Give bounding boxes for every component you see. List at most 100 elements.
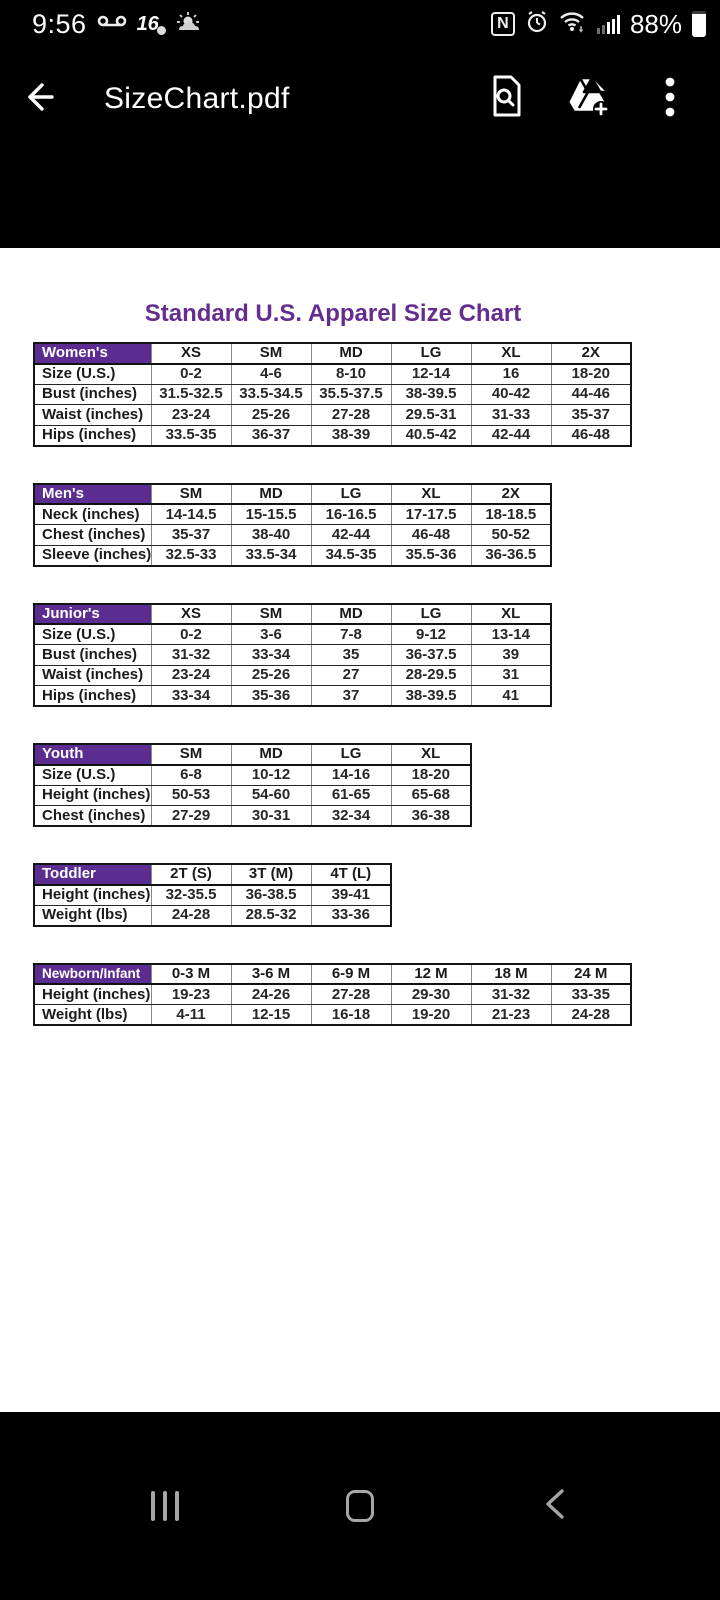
weather-icon: [175, 11, 201, 38]
table-row: Size (U.S.) 6-8 10-12 14-16 18-20: [33, 764, 472, 786]
table-cell: 50-52: [470, 524, 552, 546]
nav-back-icon: [542, 1487, 568, 1526]
table-cell: 24-28: [150, 904, 232, 926]
find-in-document-button[interactable]: [478, 71, 534, 127]
table-category-header: Junior's: [33, 603, 152, 625]
table-cell: 35-37: [150, 524, 232, 546]
table-row: Hips (inches) 33-34 35-36 37 38-39.5 41: [33, 685, 552, 707]
table-cell: 12-15: [230, 1004, 312, 1026]
table-cell: 35-36: [230, 685, 312, 707]
table-row-label: Size (U.S.): [33, 363, 152, 385]
table-row-label: Waist (inches): [33, 404, 152, 426]
table-cell: 4-11: [150, 1004, 232, 1026]
add-to-drive-button[interactable]: [560, 71, 616, 127]
table-cell: 4-6: [230, 363, 312, 385]
cellular-signal-icon: [596, 14, 620, 34]
table-column-header: MD: [230, 743, 312, 766]
table-row-label: Height (inches): [33, 983, 152, 1005]
table-column-header: 24 M: [550, 963, 632, 985]
table-row-label: Waist (inches): [33, 664, 152, 686]
table-row-label: Size (U.S.): [33, 623, 152, 645]
recents-button[interactable]: [130, 1471, 200, 1541]
table-column-header: MD: [310, 342, 392, 365]
table-cell: 35.5-37.5: [310, 383, 392, 405]
table-cell: 36-37.5: [390, 644, 472, 666]
battery-percent: 88%: [629, 8, 682, 39]
nfc-icon: N: [490, 12, 515, 36]
home-icon: [346, 1490, 374, 1522]
table-cell: 19-20: [390, 1004, 472, 1026]
table-row-label: Sleeve (inches): [33, 544, 152, 566]
table-cell: 8-10: [310, 363, 392, 385]
size-table: Youth SM MD LG XL Size (U.S.) 6-8 10-12 14-16 18-…: [33, 743, 472, 827]
table-cell: 54-60: [230, 784, 312, 806]
table-cell: 27-29: [150, 805, 232, 827]
table-cell: 44-46: [550, 383, 632, 405]
table-column-header: 0-3 M: [150, 963, 232, 985]
news-station-16-icon: 16: [137, 13, 166, 36]
table-column-header: XL: [390, 483, 472, 505]
table-column-header: LG: [390, 603, 472, 625]
table-row: Size (U.S.) 0-2 4-6 8-10 12-14 16 18-20: [33, 363, 632, 385]
table-cell: 17-17.5: [390, 503, 472, 525]
table-cell: 38-39.5: [390, 383, 472, 405]
table-row-label: Height (inches): [33, 784, 152, 806]
table-cell: 15-15.5: [230, 503, 312, 525]
table-column-header: 2X: [470, 483, 552, 505]
table-cell: 31: [470, 664, 552, 686]
table-cell: 24-26: [230, 983, 312, 1005]
status-bar: 9:56 16: [0, 0, 720, 48]
table-row: Height (inches) 19-23 24-26 27-28 29-30 31-32…: [33, 983, 632, 1005]
table-cell: 33-34: [150, 685, 232, 707]
table-column-header: SM: [150, 483, 232, 505]
table-category-header: Newborn/Infant: [33, 963, 152, 985]
table-row-label: Size (U.S.): [33, 764, 152, 786]
overflow-menu-button[interactable]: [642, 71, 698, 127]
table-row-label: Hips (inches): [33, 424, 152, 446]
table-row-label: Bust (inches): [33, 644, 152, 666]
pdf-page[interactable]: Standard U.S. Apparel Size Chart Women's…: [0, 248, 720, 1412]
table-column-header: SM: [150, 743, 232, 766]
table-cell: 36-38.5: [230, 884, 312, 906]
back-button[interactable]: [0, 61, 76, 137]
table-column-header: 18 M: [470, 963, 552, 985]
table-category-header: Youth: [33, 743, 152, 766]
table-cell: 12-14: [390, 363, 472, 385]
size-table: Newborn/Infant 0-3 M 3-6 M 6-9 M 12 M 18 M 24 …: [33, 962, 632, 1026]
table-column-header: MD: [230, 483, 312, 505]
table-column-header: SM: [230, 603, 312, 625]
table-cell: 36-36.5: [470, 544, 552, 566]
table-cell: 19-23: [150, 983, 232, 1005]
home-button[interactable]: [325, 1471, 395, 1541]
nav-back-button[interactable]: [520, 1471, 590, 1541]
table-cell: 41: [470, 685, 552, 707]
table-cell: 18-20: [390, 764, 472, 786]
table-column-header: XL: [470, 603, 552, 625]
table-column-header: LG: [310, 483, 392, 505]
table-category-header: Men's: [33, 483, 152, 505]
table-row: Height (inches) 50-53 54-60 61-65 65-68: [33, 784, 472, 806]
table-cell: 23-24: [150, 664, 232, 686]
table-cell: 0-2: [150, 363, 232, 385]
pdf-viewer-app-bar: SizeChart.pdf: [0, 48, 720, 150]
table-row-label: Bust (inches): [33, 383, 152, 405]
table-cell: 29.5-31: [390, 404, 472, 426]
table-cell: 32-34: [310, 805, 392, 827]
table-cell: 38-40: [230, 524, 312, 546]
table-row: Height (inches) 32-35.5 36-38.5 39-41: [33, 884, 392, 906]
table-column-header: 3-6 M: [230, 963, 312, 985]
table-cell: 27-28: [310, 983, 392, 1005]
table-cell: 9-12: [390, 623, 472, 645]
table-cell: 29-30: [390, 983, 472, 1005]
table-cell: 28-29.5: [390, 664, 472, 686]
table-row: Sleeve (inches) 32.5-33 33.5-34 34.5-35 35.5…: [33, 544, 552, 566]
table-cell: 34.5-35: [310, 544, 392, 566]
table-cell: 39-41: [310, 884, 392, 906]
table-column-header: SM: [230, 342, 312, 365]
table-row: Chest (inches) 35-37 38-40 42-44 46-48 50-52: [33, 524, 552, 546]
document-title: SizeChart.pdf: [104, 82, 290, 115]
table-row-label: Chest (inches): [33, 805, 152, 827]
size-table: Toddler 2T (S) 3T (M) 4T (L) Height (inches)…: [33, 863, 392, 927]
table-cell: 31-32: [150, 644, 232, 666]
table-row: Neck (inches) 14-14.5 15-15.5 16-16.5 17-17.…: [33, 503, 552, 525]
